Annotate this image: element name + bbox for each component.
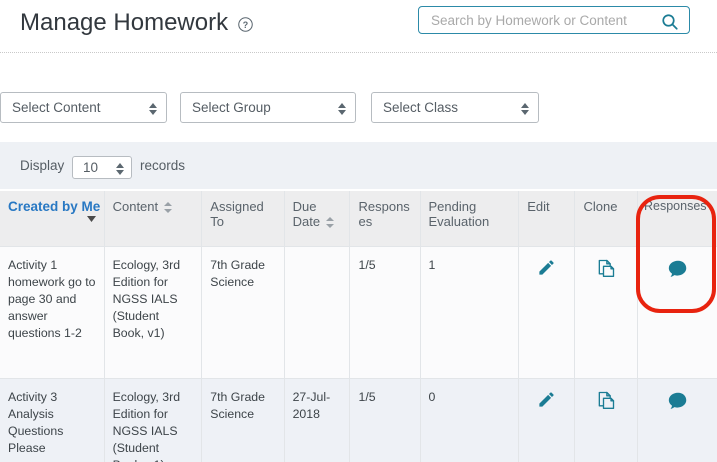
svg-text:?: ? xyxy=(243,20,248,30)
